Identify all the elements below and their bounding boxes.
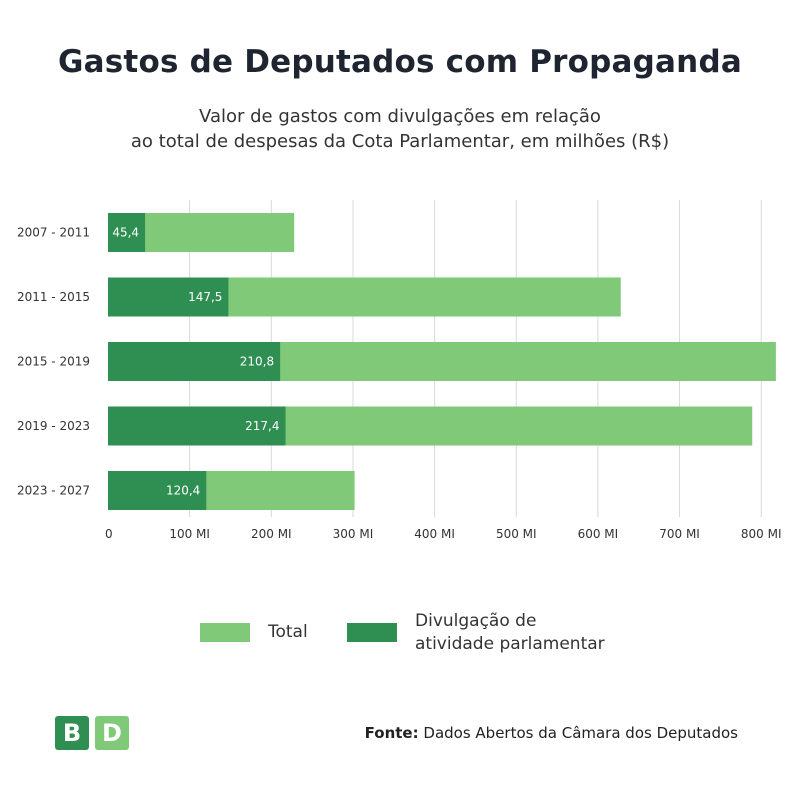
data-label: 217,4 (245, 419, 279, 433)
subtitle-line-1: Valor de gastos com divulgações em relaç… (199, 106, 601, 127)
bar-divulgacao (108, 471, 207, 510)
x-tick-labels: 0 100 MI 200 MI 300 MI 400 MI 500 MI 600 MI 700… (105, 527, 782, 541)
data-label: 120,4 (166, 484, 200, 498)
chart-subtitle: Valor de gastos com divulgações em relaç… (0, 104, 800, 154)
x-tick-label: 600 MI (578, 527, 619, 541)
x-tick-label: 800 MI (741, 527, 782, 541)
legend-label-divulgacao-line-1: Divulgação de (415, 611, 537, 631)
bar-chart: 2007 - 2011 2011 - 2015 2015 - 2019 2019 - … (17, 200, 782, 541)
logo-letter-d: D (95, 716, 129, 750)
x-tick-label: 300 MI (333, 527, 374, 541)
category-label: 2011 - 2015 (17, 290, 90, 304)
category-label: 2007 - 2011 (17, 226, 90, 240)
subtitle-line-2: ao total de despesas da Cota Parlamentar… (130, 131, 670, 152)
data-labels: 45,4 147,5 210,8 217,4 120,4 (112, 226, 279, 498)
x-tick-label: 200 MI (251, 527, 292, 541)
chart-title: Gastos de Deputados com Propaganda (58, 44, 742, 80)
source-note: Fonte: Dados Abertos da Câmara dos Deput… (365, 724, 738, 742)
legend: Total Divulgação de atividade parlamenta… (0, 610, 800, 670)
data-label: 147,5 (188, 290, 222, 304)
x-tick-label: 700 MI (659, 527, 700, 541)
data-label: 210,8 (240, 355, 274, 369)
category-label: 2019 - 2023 (17, 419, 90, 433)
legend-swatch-total (200, 623, 250, 642)
logo-letter-b: B (55, 716, 89, 750)
bars-divulgacao-series (108, 213, 286, 510)
x-tick-label: 400 MI (414, 527, 455, 541)
x-tick-label: 100 MI (169, 527, 210, 541)
category-label: 2015 - 2019 (17, 355, 90, 369)
x-tick-label: 0 (105, 527, 113, 541)
bar-divulgacao (108, 342, 281, 381)
x-tick-label: 500 MI (496, 527, 537, 541)
bar-divulgacao (108, 406, 286, 446)
legend-label-divulgacao-line-2: atividade parlamentar (415, 634, 605, 654)
source-text: Dados Abertos da Câmara dos Deputados (423, 724, 738, 742)
source-label: Fonte: (364, 724, 419, 742)
category-label: 2023 - 2027 (17, 484, 90, 498)
bar-divulgacao (108, 213, 146, 252)
legend-label-total: Total (268, 622, 308, 642)
category-labels: 2007 - 2011 2011 - 2015 2015 - 2019 2019 - … (17, 226, 90, 498)
bar-divulgacao (108, 277, 229, 317)
legend-label-divulgacao: Divulgação de atividade parlamentar (415, 610, 605, 656)
data-label: 45,4 (112, 226, 139, 240)
legend-swatch-divulgacao (347, 623, 397, 642)
